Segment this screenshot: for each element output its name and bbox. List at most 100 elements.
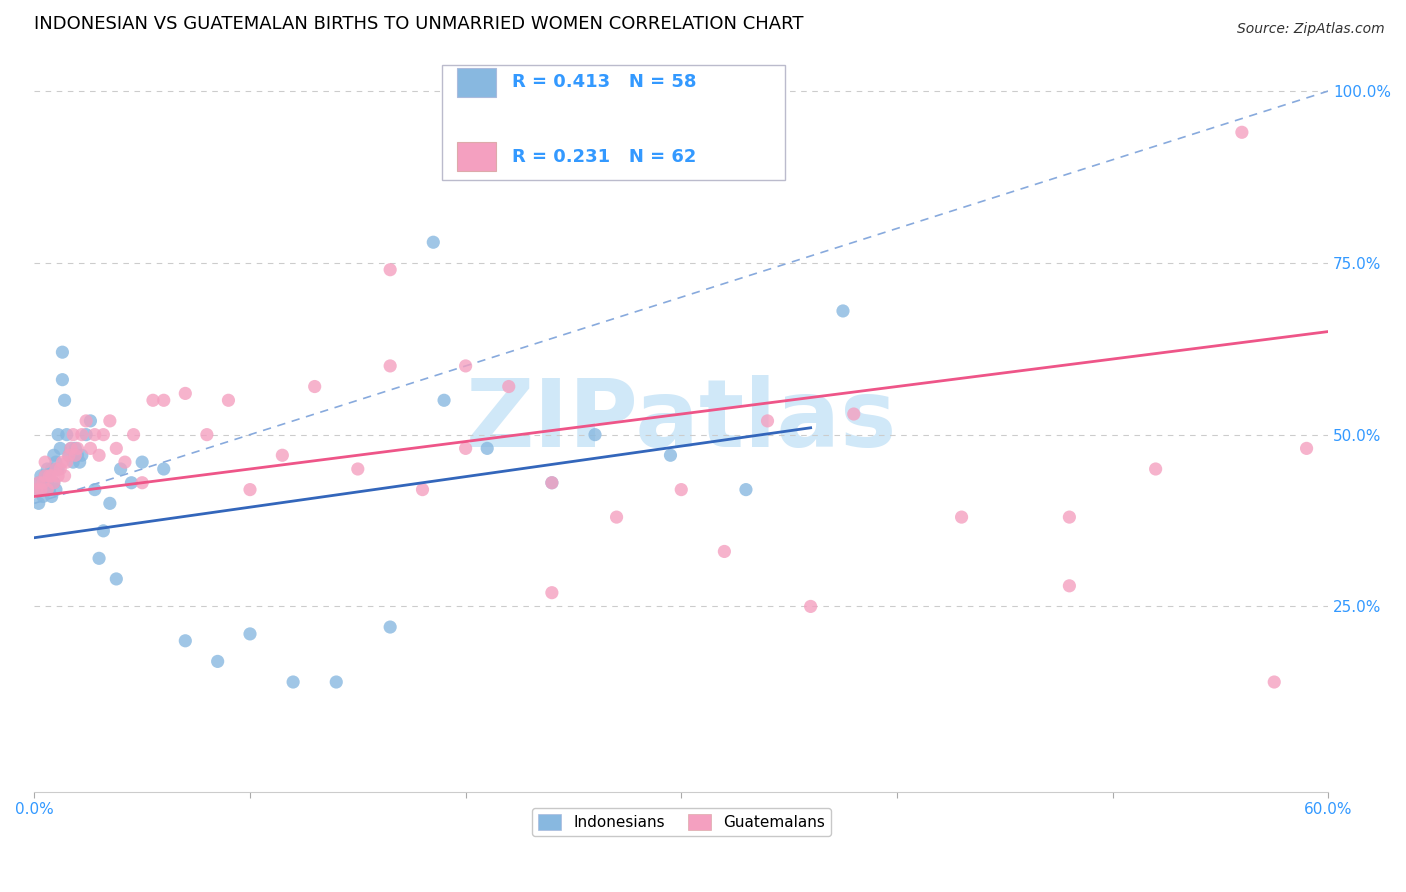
FancyBboxPatch shape <box>441 65 785 179</box>
Text: R = 0.231   N = 62: R = 0.231 N = 62 <box>512 147 696 166</box>
FancyBboxPatch shape <box>457 68 496 96</box>
Point <box>53 393 76 408</box>
Point <box>62 427 84 442</box>
Point <box>541 585 564 599</box>
Point <box>93 427 115 442</box>
Point <box>65 442 87 456</box>
Point <box>75 414 97 428</box>
Point <box>79 442 101 456</box>
Point <box>55 427 77 442</box>
Point <box>1295 442 1317 456</box>
Point <box>34 483 56 497</box>
Point <box>842 407 865 421</box>
Point <box>950 510 973 524</box>
Point <box>28 475 51 490</box>
Point <box>378 262 401 277</box>
FancyBboxPatch shape <box>457 142 496 170</box>
Point <box>122 427 145 442</box>
Point <box>1144 462 1167 476</box>
Point <box>58 448 80 462</box>
Point <box>735 483 758 497</box>
Point <box>239 483 262 497</box>
Point <box>53 468 76 483</box>
Text: INDONESIAN VS GUATEMALAN BIRTHS TO UNMARRIED WOMEN CORRELATION CHART: INDONESIAN VS GUATEMALAN BIRTHS TO UNMAR… <box>34 15 804 33</box>
Point <box>87 551 110 566</box>
Point <box>51 373 73 387</box>
Point <box>34 455 56 469</box>
Point <box>671 483 693 497</box>
Point <box>49 462 72 476</box>
Legend: Indonesians, Guatemalans: Indonesians, Guatemalans <box>531 808 831 837</box>
Point <box>79 414 101 428</box>
Point <box>34 468 56 483</box>
Point <box>325 675 347 690</box>
Point <box>45 455 67 469</box>
Point <box>1263 675 1285 690</box>
Point <box>541 475 564 490</box>
Point <box>45 483 67 497</box>
Point <box>142 393 165 408</box>
Point <box>93 524 115 538</box>
Point <box>1059 579 1081 593</box>
Point <box>454 359 477 373</box>
Point <box>98 414 121 428</box>
Point <box>105 572 128 586</box>
Point <box>454 442 477 456</box>
Point <box>70 448 93 462</box>
Point <box>207 654 229 668</box>
Point <box>195 427 218 442</box>
Point <box>606 510 628 524</box>
Point <box>98 496 121 510</box>
Point <box>30 483 52 497</box>
Point <box>83 427 105 442</box>
Point <box>378 620 401 634</box>
Point <box>25 483 48 497</box>
Point <box>304 379 326 393</box>
Point <box>239 627 262 641</box>
Point <box>174 633 197 648</box>
Point <box>756 414 779 428</box>
Point <box>477 442 499 456</box>
Point <box>41 462 63 476</box>
Point <box>120 475 142 490</box>
Point <box>66 442 89 456</box>
Point <box>541 475 564 490</box>
Point <box>49 442 72 456</box>
Point <box>131 455 153 469</box>
Point <box>28 475 51 490</box>
Point <box>42 475 65 490</box>
Point <box>58 448 80 462</box>
Point <box>271 448 294 462</box>
Point <box>42 448 65 462</box>
Point <box>152 393 174 408</box>
Point <box>46 468 69 483</box>
Point <box>37 483 59 497</box>
Point <box>498 379 520 393</box>
Point <box>69 455 91 469</box>
Point <box>800 599 823 614</box>
Point <box>412 483 434 497</box>
Point <box>110 462 132 476</box>
Point <box>45 462 67 476</box>
Point <box>832 304 855 318</box>
Point <box>28 496 51 510</box>
Point <box>60 442 83 456</box>
Point <box>174 386 197 401</box>
Point <box>152 462 174 476</box>
Point <box>34 468 56 483</box>
Point <box>60 442 83 456</box>
Point <box>41 468 63 483</box>
Point <box>42 475 65 490</box>
Point <box>713 544 735 558</box>
Point <box>38 468 60 483</box>
Point <box>25 483 48 497</box>
Point <box>30 468 52 483</box>
Text: Source: ZipAtlas.com: Source: ZipAtlas.com <box>1237 22 1385 37</box>
Point <box>38 468 60 483</box>
Point <box>87 448 110 462</box>
Point <box>38 483 60 497</box>
Point <box>422 235 444 250</box>
Point <box>378 359 401 373</box>
Point <box>30 483 52 497</box>
Point <box>75 427 97 442</box>
